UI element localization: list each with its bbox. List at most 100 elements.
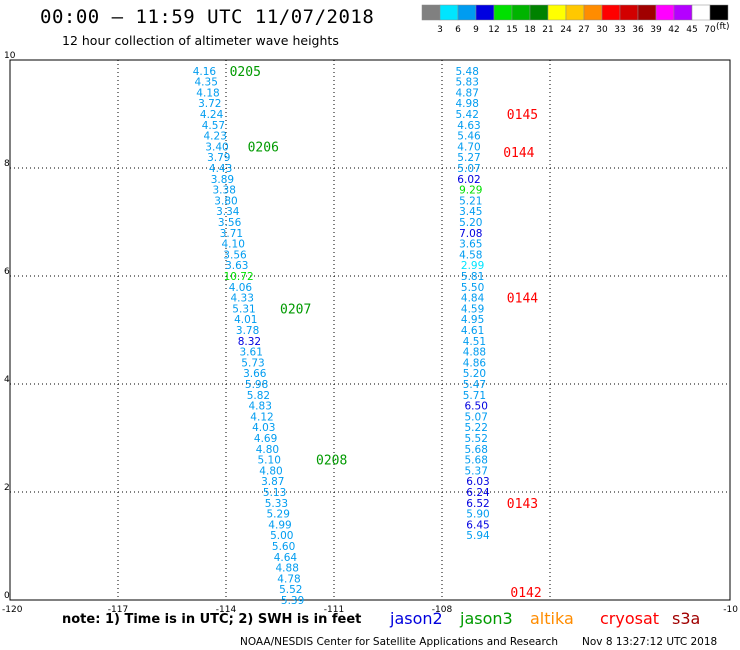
colorbar-label: 45 bbox=[686, 25, 697, 35]
wave-height-label: 8.32 bbox=[238, 336, 261, 348]
colorbar-label: 39 bbox=[650, 25, 662, 35]
colorbar-swatch bbox=[475, 4, 495, 21]
wave-height-label: 4.43 bbox=[209, 163, 232, 175]
x-tick-label: -120 bbox=[2, 605, 23, 615]
colorbar-label: 21 bbox=[542, 25, 553, 35]
wave-height-label: 7.08 bbox=[459, 228, 482, 240]
wave-height-label: 4.63 bbox=[457, 120, 480, 132]
wave-height-label: 5.90 bbox=[466, 509, 489, 521]
wave-height-label: 6.24 bbox=[466, 487, 490, 499]
colorbar-swatch bbox=[457, 4, 477, 21]
colorbar-label: 70 bbox=[704, 25, 716, 35]
wave-height-label: 4.95 bbox=[461, 314, 484, 326]
colorbar-label: 27 bbox=[578, 25, 589, 35]
pass-time-label: 0208 bbox=[316, 454, 347, 469]
colorbar-label: 12 bbox=[488, 25, 499, 35]
wave-height-label: 5.20 bbox=[463, 368, 486, 380]
wave-height-label: 5.33 bbox=[265, 498, 288, 510]
colorbar-swatch bbox=[583, 4, 603, 21]
wave-height-label: 4.58 bbox=[459, 249, 482, 261]
wave-height-label: 4.23 bbox=[204, 131, 227, 143]
wave-height-label: 4.03 bbox=[252, 422, 275, 434]
wave-height-label: 4.61 bbox=[461, 325, 484, 337]
colorbar-swatch bbox=[547, 4, 567, 21]
plot-frame bbox=[9, 59, 731, 601]
wave-height-label: 4.78 bbox=[277, 573, 300, 585]
wave-height-label: 3.71 bbox=[220, 228, 243, 240]
wave-height-label: 5.60 bbox=[272, 541, 295, 553]
wave-height-label: 3.56 bbox=[223, 249, 247, 261]
wave-height-label: 5.39 bbox=[281, 595, 304, 607]
pass-time-label: 0207 bbox=[280, 302, 311, 317]
wave-height-label: 5.42 bbox=[456, 109, 479, 121]
wave-height-label: 4.99 bbox=[268, 519, 291, 531]
wave-height-label: 5.98 bbox=[245, 379, 268, 391]
wave-height-label: 5.29 bbox=[267, 509, 290, 521]
y-tick-label: 2 bbox=[4, 483, 10, 493]
wave-height-label: 5.46 bbox=[457, 131, 481, 143]
wave-height-label: 5.83 bbox=[456, 77, 479, 89]
wave-height-label: 4.88 bbox=[463, 347, 486, 359]
x-tick-label: -111 bbox=[324, 605, 344, 615]
wave-height-label: 5.71 bbox=[463, 390, 486, 402]
wave-height-label: 5.82 bbox=[247, 390, 270, 402]
pass-time-label: 0205 bbox=[230, 65, 261, 80]
colorbar-swatch bbox=[619, 4, 639, 21]
wave-height-label: 4.10 bbox=[222, 239, 245, 251]
wave-height-label: 3.72 bbox=[198, 98, 221, 110]
wave-height-label: 6.50 bbox=[465, 401, 488, 413]
x-tick-label: -108 bbox=[432, 605, 453, 615]
wave-height-label: 3.80 bbox=[214, 195, 237, 207]
wave-height-label: 4.86 bbox=[463, 357, 487, 369]
wave-height-label: 4.35 bbox=[195, 77, 218, 89]
wave-height-label: 3.40 bbox=[205, 141, 228, 153]
wave-height-label: 4.57 bbox=[202, 120, 225, 132]
wave-height-label: 9.29 bbox=[459, 185, 482, 197]
wave-height-label: 5.13 bbox=[263, 487, 286, 499]
colorbar-swatch bbox=[655, 4, 675, 21]
pass-time-label: 0143 bbox=[507, 497, 538, 512]
mission-s3a: s3a bbox=[672, 609, 701, 628]
wave-height-label: 4.06 bbox=[229, 282, 253, 294]
wave-height-label: 5.07 bbox=[457, 163, 480, 175]
y-tick-label: 0 bbox=[4, 591, 10, 601]
colorbar-label: 18 bbox=[524, 25, 536, 35]
wave-height-label: 4.69 bbox=[254, 433, 277, 445]
colorbar-swatch bbox=[601, 4, 621, 21]
pass-time-label: 0144 bbox=[507, 292, 538, 307]
colorbar-label: 24 bbox=[560, 25, 572, 35]
credit-line: NOAA/NESDIS Center for Satellite Applica… bbox=[240, 636, 558, 648]
wave-height-label: 6.52 bbox=[466, 498, 489, 510]
pass-time-label: 0142 bbox=[510, 586, 541, 601]
colorbar-swatch bbox=[511, 4, 531, 21]
wave-height-label: 5.52 bbox=[279, 584, 302, 596]
wave-height-label: 3.34 bbox=[216, 206, 240, 218]
pass-time-label: 0145 bbox=[507, 108, 538, 123]
wave-height-label: 4.98 bbox=[456, 98, 479, 110]
colorbar-label: 36 bbox=[632, 25, 644, 35]
wave-height-label: 5.81 bbox=[461, 271, 484, 283]
colorbar: 3 6 9 12 15 18 21 24 27 30 33 36 39 42 45 70 bbox=[421, 4, 729, 35]
wave-height-label: 5.21 bbox=[459, 195, 482, 207]
wave-height-label: 4.64 bbox=[274, 552, 298, 564]
wave-height-label: 6.45 bbox=[466, 519, 489, 531]
wave-height-label: 5.47 bbox=[463, 379, 486, 391]
wave-height-label: 3.63 bbox=[225, 260, 248, 272]
wave-height-label: 4.59 bbox=[461, 303, 484, 315]
wave-height-label: 4.24 bbox=[200, 109, 224, 121]
wave-height-label: 4.84 bbox=[461, 293, 485, 305]
x-tick-label: -10 bbox=[723, 605, 738, 615]
wave-height-label: 3.61 bbox=[240, 347, 263, 359]
colorbar-swatch bbox=[493, 4, 513, 21]
page-title: 00:00 – 11:59 UTC 11/07/2018 bbox=[40, 6, 375, 28]
colorbar-swatch bbox=[421, 4, 441, 21]
colorbar-label: 30 bbox=[596, 25, 608, 35]
colorbar-swatch bbox=[439, 4, 459, 21]
wave-height-label: 10.72 bbox=[224, 271, 254, 283]
wave-height-label: 4.33 bbox=[231, 293, 254, 305]
wave-height-label: 5.73 bbox=[241, 357, 264, 369]
wave-height-label: 5.68 bbox=[465, 455, 488, 467]
wave-height-label: 4.70 bbox=[457, 141, 480, 153]
colorbar-swatch bbox=[709, 4, 729, 21]
mission-jason2: jason2 bbox=[390, 609, 443, 628]
